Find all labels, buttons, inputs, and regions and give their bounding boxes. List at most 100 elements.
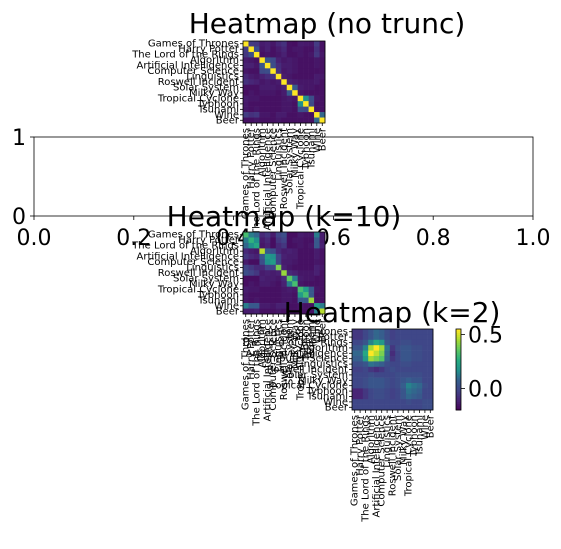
chart-0-cell <box>259 73 266 80</box>
chart-2-ytick-label: Roswell Incident <box>158 268 239 279</box>
empty-axes-xtick-label: 0.0 <box>17 226 52 251</box>
chart-0-cell <box>248 95 255 102</box>
chart-2-cell <box>275 286 282 293</box>
chart-2-cell <box>319 264 326 271</box>
colorbar-segment <box>456 383 461 387</box>
chart-3-cell <box>362 329 369 335</box>
chart-0-cell <box>248 51 255 58</box>
chart-0-cell <box>286 62 293 69</box>
chart-3-cell <box>384 377 391 384</box>
chart-3-cell <box>406 388 412 395</box>
colorbar-segment <box>456 405 461 409</box>
chart-0-cell <box>243 46 249 53</box>
chart-0-cell <box>270 90 277 96</box>
chart-3-cell <box>379 404 385 411</box>
chart-2-cell <box>275 292 282 298</box>
chart-3-cell <box>368 404 374 411</box>
chart-2-cell <box>319 237 326 244</box>
chart-3-cell <box>427 388 434 395</box>
chart-2-cell <box>243 242 249 249</box>
chart-0-cell <box>308 51 315 58</box>
chart-2-cell <box>275 253 282 260</box>
chart-0-cell <box>264 46 271 53</box>
chart-3-cell <box>379 366 385 373</box>
chart-2-xtick-label: Tropical Cyclone <box>295 319 306 401</box>
chart-0-cell <box>292 41 298 47</box>
chart-2-cell <box>259 297 266 304</box>
chart-3-cell <box>400 356 407 362</box>
chart-2-cell <box>286 248 293 255</box>
chart-2-cell <box>275 308 282 315</box>
chart-0-xtick-label: Roswell Incident <box>279 128 290 209</box>
chart-3-cell <box>406 350 412 357</box>
chart-3-cell <box>427 372 434 378</box>
chart-2-cell <box>270 292 277 298</box>
chart-2-cell <box>253 237 260 244</box>
chart-0-cell <box>297 41 304 47</box>
chart-3-cell <box>389 404 396 411</box>
chart-3-cell <box>389 366 396 373</box>
chart-0-cell <box>253 95 260 102</box>
chart-2-cell <box>308 275 315 282</box>
chart-2-cell <box>303 237 309 244</box>
chart-2-cell <box>253 242 260 249</box>
chart-3-cell <box>422 361 428 368</box>
chart-3-cell <box>406 334 412 341</box>
chart-0-cell <box>297 46 304 53</box>
chart-3-cell <box>411 350 418 357</box>
chart-3-cell <box>422 366 428 373</box>
chart-0-cell <box>275 95 282 102</box>
chart-2-cell <box>308 286 315 293</box>
chart-2-cell <box>303 248 309 255</box>
chart-2-cell <box>259 303 266 309</box>
chart-3-cell <box>379 361 385 368</box>
chart-3-cell <box>389 383 396 389</box>
chart-0-ytick-label: Games of Thrones <box>148 39 239 50</box>
colorbar-tick-label: 0.0 <box>468 377 503 402</box>
chart-3-cell <box>384 404 391 411</box>
chart-0-xtick-label: Algorithm <box>257 128 268 177</box>
chart-0-cell <box>319 73 326 80</box>
chart-0-cell <box>264 57 271 64</box>
chart-2-cell <box>314 232 320 238</box>
chart-2-ytick-label: Algorithm <box>190 246 239 257</box>
chart-3-cell <box>406 356 412 362</box>
empty-axes-frame <box>33 136 534 217</box>
chart-2-cell <box>292 297 298 304</box>
chart-3-ytick-label: Typhoon <box>305 386 348 397</box>
chart-2-cell <box>314 253 320 260</box>
chart-0-cell <box>270 62 277 69</box>
chart-3-cell <box>373 366 380 373</box>
chart-2-cell <box>319 297 326 304</box>
chart-2-cell <box>292 264 298 271</box>
chart-0-cell <box>259 84 266 91</box>
chart-0-cell <box>243 112 249 118</box>
chart-3-cell <box>389 393 396 400</box>
chart-3-cell <box>400 361 407 368</box>
colorbar-segment <box>456 341 461 344</box>
colorbar-segment <box>456 361 461 364</box>
chart-2-xtick-label: Milky Way <box>290 319 301 369</box>
chart-2-cell <box>253 253 260 260</box>
chart-0-cell <box>275 117 282 124</box>
chart-0-cell <box>264 95 271 102</box>
chart-3-cell <box>389 329 396 335</box>
chart-2-ytick-label: Computer Science <box>147 257 239 268</box>
chart-3-cell <box>357 404 364 411</box>
colorbar-segment <box>456 389 461 393</box>
colorbar-segment <box>456 387 461 391</box>
chart-0-cell <box>292 46 298 53</box>
chart-3-cell <box>373 329 380 335</box>
chart-3-cell <box>395 388 401 395</box>
chart-2-cell <box>243 259 249 266</box>
chart-0-ytick-label: Milky Way <box>189 88 239 99</box>
chart-2-cell <box>275 237 282 244</box>
chart-2-cell <box>286 259 293 266</box>
chart-2-cell <box>243 308 249 315</box>
chart-3-cell <box>368 366 374 373</box>
chart-0-cell <box>319 46 326 53</box>
chart-0-cell <box>319 79 326 86</box>
chart-2-cell <box>275 303 282 309</box>
chart-2-cell <box>297 270 304 277</box>
chart-3-cell <box>373 399 380 405</box>
